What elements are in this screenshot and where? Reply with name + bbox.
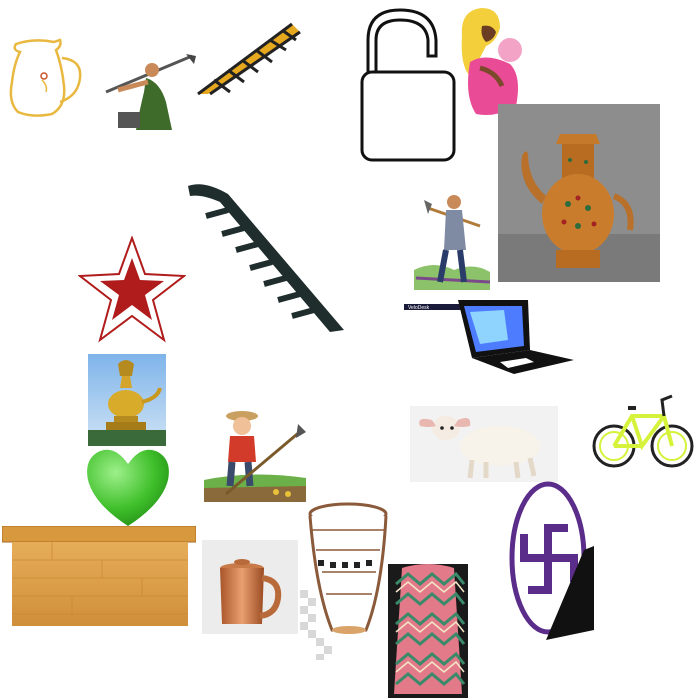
patterned-fabric-photo — [388, 564, 468, 698]
laptop-icon: VeloDesk — [404, 298, 576, 376]
mother-and-baby-icon — [456, 6, 526, 120]
brass-lamp-photo — [88, 354, 166, 446]
laptop-screen-text: VeloDesk — [408, 305, 430, 311]
farmer-hoeing-icon — [100, 52, 200, 134]
man-with-hoe-icon — [414, 190, 490, 294]
green-heart-icon — [84, 444, 172, 528]
swastika-symbol-icon — [506, 480, 596, 640]
copper-mug-photo — [202, 540, 298, 634]
red-star-icon — [78, 236, 186, 346]
lamb-photo — [410, 406, 558, 482]
open-padlock-icon — [358, 6, 458, 164]
jug-icon — [2, 36, 84, 118]
wooden-crate-icon — [2, 526, 196, 628]
bicycle-photo — [592, 386, 694, 474]
ladder-track-icon — [184, 180, 348, 336]
ornate-teapot-photo — [498, 104, 660, 282]
woven-basket-icon — [296, 500, 392, 660]
railway-track-icon — [196, 22, 302, 96]
farmer-with-hoe-cartoon — [202, 408, 308, 504]
